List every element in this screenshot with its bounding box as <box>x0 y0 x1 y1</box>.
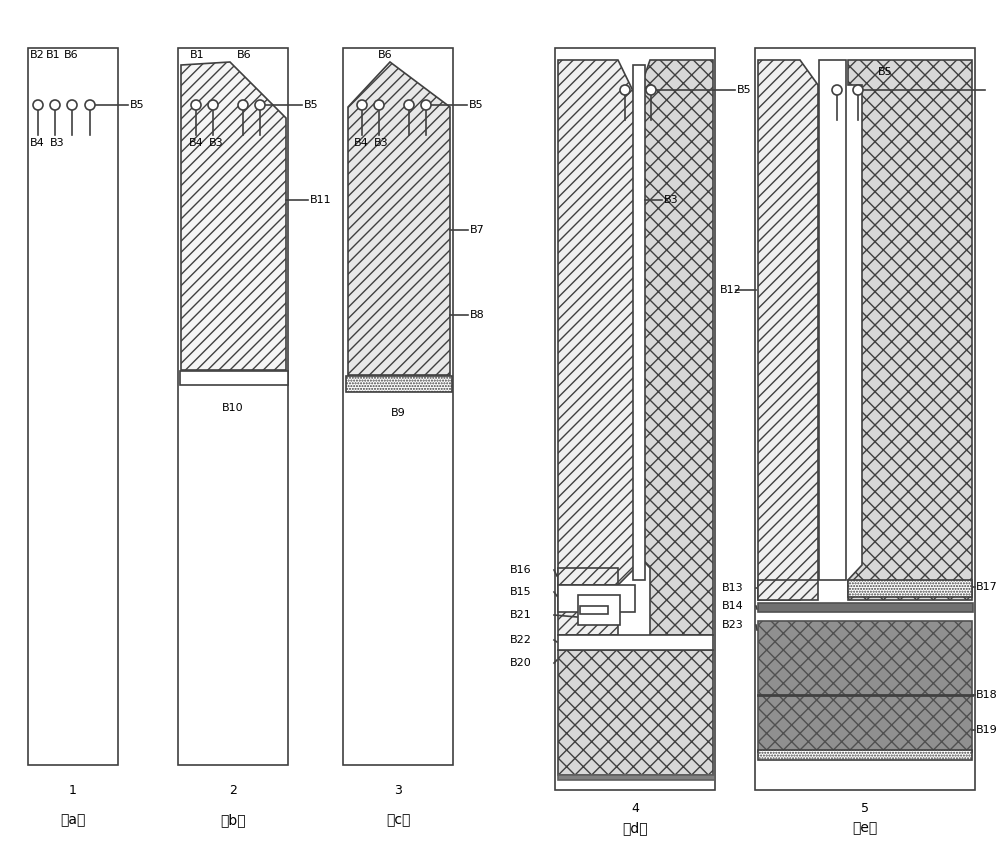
Circle shape <box>357 100 367 110</box>
Text: B6: B6 <box>64 50 79 60</box>
Circle shape <box>404 100 414 110</box>
Text: （e）: （e） <box>852 821 878 835</box>
Circle shape <box>853 85 863 95</box>
Circle shape <box>238 100 248 110</box>
Text: B19: B19 <box>976 725 998 735</box>
Text: B3: B3 <box>374 138 389 148</box>
Text: B20: B20 <box>510 658 532 668</box>
Circle shape <box>374 100 384 110</box>
Circle shape <box>255 100 265 110</box>
Text: B22: B22 <box>510 635 532 645</box>
Circle shape <box>646 85 656 95</box>
Text: B5: B5 <box>469 100 484 110</box>
Circle shape <box>620 85 630 95</box>
Text: B21: B21 <box>510 610 532 620</box>
Bar <box>343 48 453 765</box>
Bar <box>578 595 620 625</box>
Polygon shape <box>758 621 972 752</box>
Text: B3: B3 <box>664 195 679 205</box>
Text: B3: B3 <box>50 138 65 148</box>
Bar <box>758 750 972 760</box>
Bar <box>819 60 846 580</box>
Polygon shape <box>758 580 818 600</box>
Text: B6: B6 <box>378 50 393 60</box>
Text: B4: B4 <box>354 138 369 148</box>
Text: B5: B5 <box>130 100 145 110</box>
Text: 3: 3 <box>394 783 402 797</box>
Bar <box>28 48 118 765</box>
Text: B23: B23 <box>722 620 744 630</box>
Text: B5: B5 <box>737 85 752 95</box>
Text: （c）: （c） <box>386 813 410 827</box>
Text: 2: 2 <box>229 783 237 797</box>
Polygon shape <box>758 60 818 600</box>
Circle shape <box>191 100 201 110</box>
Text: B11: B11 <box>310 195 332 205</box>
Text: B1: B1 <box>46 50 61 60</box>
Text: 4: 4 <box>631 802 639 814</box>
Circle shape <box>421 100 431 110</box>
Text: B3: B3 <box>209 138 224 148</box>
Bar <box>633 65 645 580</box>
Circle shape <box>832 85 842 95</box>
Polygon shape <box>181 62 286 370</box>
Polygon shape <box>848 60 972 600</box>
Text: B5: B5 <box>878 67 893 77</box>
Text: B16: B16 <box>510 565 532 575</box>
Bar <box>758 603 973 612</box>
Text: 5: 5 <box>861 802 869 814</box>
Polygon shape <box>848 580 972 597</box>
Text: （a）: （a） <box>60 813 86 827</box>
Text: （b）: （b） <box>220 813 246 827</box>
Polygon shape <box>558 568 618 585</box>
Text: B5: B5 <box>304 100 319 110</box>
Text: B8: B8 <box>470 310 485 320</box>
Text: 1: 1 <box>69 783 77 797</box>
Bar <box>180 371 288 385</box>
Text: B1: B1 <box>190 50 205 60</box>
Text: B13: B13 <box>722 583 744 593</box>
Circle shape <box>208 100 218 110</box>
Circle shape <box>67 100 77 110</box>
Polygon shape <box>638 60 713 635</box>
Polygon shape <box>558 635 713 650</box>
Text: B17: B17 <box>976 582 998 592</box>
Text: B4: B4 <box>189 138 204 148</box>
Text: B2: B2 <box>30 50 45 60</box>
Bar <box>755 48 975 790</box>
Polygon shape <box>346 376 452 392</box>
Bar <box>580 606 608 614</box>
Text: B10: B10 <box>222 403 244 413</box>
Text: B9: B9 <box>391 408 405 418</box>
Bar <box>558 775 715 780</box>
Text: B12: B12 <box>720 285 742 295</box>
Text: B18: B18 <box>976 690 998 700</box>
Bar <box>178 48 288 765</box>
Circle shape <box>33 100 43 110</box>
Polygon shape <box>558 60 635 635</box>
Circle shape <box>85 100 95 110</box>
Polygon shape <box>558 585 635 612</box>
Text: B7: B7 <box>470 225 485 235</box>
Text: B14: B14 <box>722 601 744 611</box>
Text: B15: B15 <box>510 587 532 597</box>
Polygon shape <box>348 62 450 375</box>
Polygon shape <box>558 650 713 775</box>
Bar <box>555 48 715 790</box>
Text: B6: B6 <box>237 50 252 60</box>
Circle shape <box>50 100 60 110</box>
Text: B4: B4 <box>30 138 45 148</box>
Text: （d）: （d） <box>622 821 648 835</box>
